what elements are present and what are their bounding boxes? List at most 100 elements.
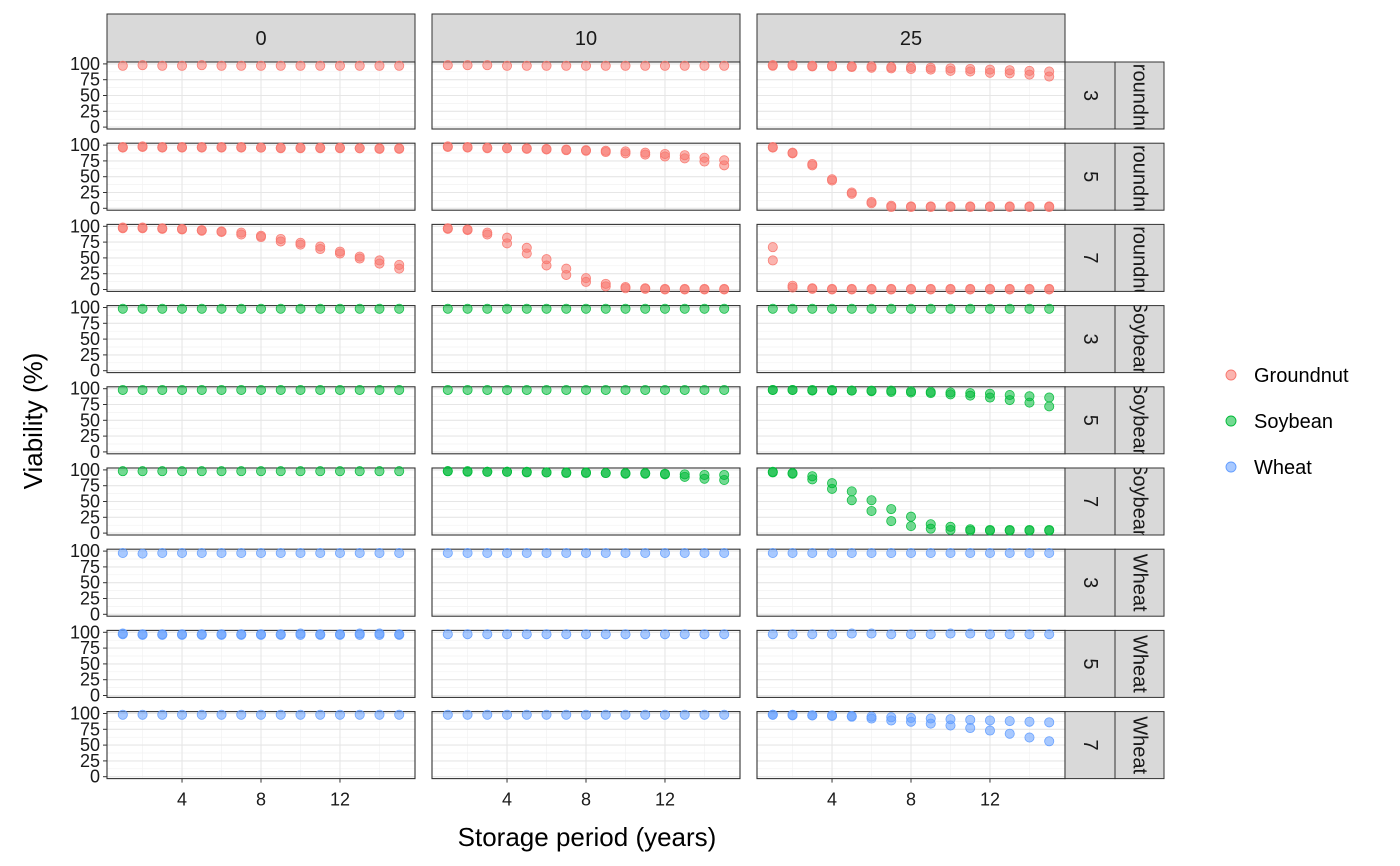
data-point (354, 143, 365, 154)
data-point (315, 466, 326, 477)
y-tick-label: 75 (80, 394, 100, 414)
data-point (807, 160, 818, 171)
data-point (275, 60, 286, 71)
data-point (541, 629, 552, 640)
y-tick-label: 75 (80, 719, 100, 739)
data-point (945, 202, 956, 213)
data-point (236, 547, 247, 558)
data-point (719, 284, 730, 295)
data-point (196, 629, 207, 640)
data-point (827, 711, 838, 722)
data-point (442, 629, 453, 640)
y-tick-label: 25 (80, 345, 100, 365)
data-point (846, 188, 857, 199)
data-point (137, 629, 148, 640)
data-point (482, 629, 493, 640)
data-point (1044, 525, 1055, 536)
data-point (640, 283, 651, 294)
data-point (945, 524, 956, 535)
row-strip-moisture-label: 7 (1079, 496, 1101, 507)
row-strip-moisture (1064, 467, 1116, 536)
data-point (807, 61, 818, 72)
data-point (886, 516, 897, 527)
data-point (502, 629, 513, 640)
data-point (640, 709, 651, 720)
data-point (945, 720, 956, 731)
data-point (679, 709, 690, 720)
data-point (659, 303, 670, 314)
data-point (984, 725, 995, 736)
y-axis-title: Viability (%) (18, 353, 48, 490)
data-point (807, 629, 818, 640)
y-tick-label: 100 (70, 216, 100, 236)
data-point (1044, 71, 1055, 82)
data-point (699, 156, 710, 167)
data-point (157, 60, 168, 71)
x-tick-label: 12 (655, 790, 675, 810)
data-point (581, 384, 592, 395)
data-point (866, 284, 877, 295)
data-point (679, 284, 690, 295)
data-point (886, 629, 897, 640)
data-point (906, 303, 917, 314)
data-point (541, 709, 552, 720)
data-point (1044, 717, 1055, 728)
data-point (275, 629, 286, 640)
data-point (462, 547, 473, 558)
data-point (846, 495, 857, 506)
y-tick-label: 0 (90, 280, 100, 300)
data-point (807, 303, 818, 314)
data-point (984, 284, 995, 295)
column-strip (756, 13, 1066, 63)
data-point (581, 547, 592, 558)
data-point (157, 629, 168, 640)
data-point (255, 466, 266, 477)
data-point (787, 60, 798, 71)
row-strip-crop (1114, 386, 1165, 455)
data-point (374, 303, 385, 314)
data-point (719, 629, 730, 640)
row-strip-crop-clip: Wheat (1129, 554, 1151, 612)
legend-label: Soybean (1254, 411, 1333, 433)
data-point (1004, 716, 1015, 727)
y-tick-label: 0 (90, 442, 100, 462)
data-point (699, 629, 710, 640)
data-point (699, 473, 710, 484)
y-tick-label: 50 (80, 654, 100, 674)
data-point (1004, 629, 1015, 640)
data-point (334, 248, 345, 259)
data-point (886, 202, 897, 213)
data-point (354, 384, 365, 395)
data-point (354, 547, 365, 558)
data-point (521, 629, 532, 640)
data-point (374, 709, 385, 720)
y-tick-label: 50 (80, 492, 100, 512)
data-point (827, 175, 838, 186)
data-point (827, 629, 838, 640)
data-point (275, 547, 286, 558)
data-point (787, 303, 798, 314)
data-point (521, 467, 532, 478)
data-point (787, 282, 798, 293)
data-point (640, 303, 651, 314)
data-point (216, 466, 227, 477)
data-point (679, 303, 690, 314)
data-point (787, 710, 798, 721)
data-point (315, 244, 326, 255)
data-point (699, 303, 710, 314)
data-point (984, 202, 995, 213)
data-point (1024, 284, 1035, 295)
data-point (117, 223, 128, 234)
data-point (137, 60, 148, 71)
data-point (394, 303, 405, 314)
data-point (620, 629, 631, 640)
data-point (1004, 395, 1015, 406)
y-tick-label: 0 (90, 198, 100, 218)
row-strip-moisture (1064, 548, 1116, 617)
data-point (117, 142, 128, 153)
data-point (502, 547, 513, 558)
data-point (561, 629, 572, 640)
data-point (137, 466, 148, 477)
data-point (827, 303, 838, 314)
row-strip-moisture (1064, 386, 1116, 455)
